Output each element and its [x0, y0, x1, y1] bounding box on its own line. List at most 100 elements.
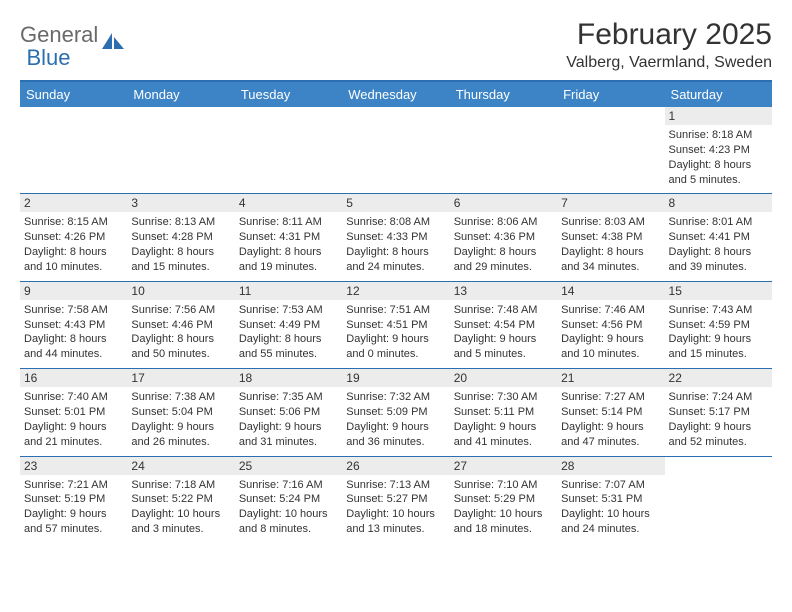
daylight-text: Daylight: 9 hours [669, 332, 768, 347]
day-details: Sunrise: 7:32 AMSunset: 5:09 PMDaylight:… [346, 390, 445, 449]
day-details: Sunrise: 7:16 AMSunset: 5:24 PMDaylight:… [239, 478, 338, 537]
sunrise-text: Sunrise: 8:03 AM [561, 215, 660, 230]
daylight-text: Daylight: 8 hours [131, 332, 230, 347]
day-cell: 1Sunrise: 8:18 AMSunset: 4:23 PMDaylight… [665, 107, 772, 193]
day-number: 23 [20, 457, 127, 475]
week-row: 23Sunrise: 7:21 AMSunset: 5:19 PMDayligh… [20, 456, 772, 543]
day-details: Sunrise: 7:51 AMSunset: 4:51 PMDaylight:… [346, 303, 445, 362]
sunrise-text: Sunrise: 7:38 AM [131, 390, 230, 405]
day-number: 5 [342, 194, 449, 212]
day-cell: 8Sunrise: 8:01 AMSunset: 4:41 PMDaylight… [665, 194, 772, 280]
week-row: 2Sunrise: 8:15 AMSunset: 4:26 PMDaylight… [20, 193, 772, 280]
day-number: 22 [665, 369, 772, 387]
day-header: Sunday [20, 82, 127, 107]
daylight-text: Daylight: 8 hours [346, 245, 445, 260]
day-details: Sunrise: 8:13 AMSunset: 4:28 PMDaylight:… [131, 215, 230, 274]
sunset-text: Sunset: 5:11 PM [454, 405, 553, 420]
daylight-text: Daylight: 8 hours [131, 245, 230, 260]
day-header: Monday [127, 82, 234, 107]
day-cell: 3Sunrise: 8:13 AMSunset: 4:28 PMDaylight… [127, 194, 234, 280]
sunrise-text: Sunrise: 7:58 AM [24, 303, 123, 318]
sunrise-text: Sunrise: 7:32 AM [346, 390, 445, 405]
day-cell: 19 Sunrise: 7:32 AMSunset: 5:09 PMDayligh… [342, 369, 449, 455]
day-cell: 21 Sunrise: 7:27 AMSunset: 5:14 PMDayligh… [557, 369, 664, 455]
day-details: Sunrise: 8:03 AMSunset: 4:38 PMDaylight:… [561, 215, 660, 274]
daylight-text: Daylight: 8 hours [669, 158, 768, 173]
day-cell: . [450, 107, 557, 193]
sunrise-text: Sunrise: 8:11 AM [239, 215, 338, 230]
daylight-text: and 10 minutes. [561, 347, 660, 362]
week-row: 16Sunrise: 7:40 AMSunset: 5:01 PMDayligh… [20, 368, 772, 455]
day-number: 21 [557, 369, 664, 387]
sunrise-text: Sunrise: 8:06 AM [454, 215, 553, 230]
daylight-text: and 52 minutes. [669, 435, 768, 450]
day-details: Sunrise: 7:18 AMSunset: 5:22 PMDaylight:… [131, 478, 230, 537]
daylight-text: Daylight: 9 hours [346, 420, 445, 435]
sunset-text: Sunset: 4:38 PM [561, 230, 660, 245]
daylight-text: and 34 minutes. [561, 260, 660, 275]
day-number: 27 [450, 457, 557, 475]
sunrise-text: Sunrise: 7:40 AM [24, 390, 123, 405]
sunrise-text: Sunrise: 7:35 AM [239, 390, 338, 405]
day-cell: 17Sunrise: 7:38 AMSunset: 5:04 PMDayligh… [127, 369, 234, 455]
sunrise-text: Sunrise: 7:07 AM [561, 478, 660, 493]
sunset-text: Sunset: 4:23 PM [669, 143, 768, 158]
day-cell: 25Sunrise: 7:16 AMSunset: 5:24 PMDayligh… [235, 457, 342, 543]
day-number: 20 [450, 369, 557, 387]
day-header: Wednesday [342, 82, 449, 107]
sunset-text: Sunset: 4:59 PM [669, 318, 768, 333]
location-subtitle: Valberg, Vaermland, Sweden [566, 54, 772, 72]
sunset-text: Sunset: 4:43 PM [24, 318, 123, 333]
day-details: Sunrise: 7:07 AMSunset: 5:31 PMDaylight:… [561, 478, 660, 537]
day-cell: . [665, 457, 772, 543]
day-cell: 9Sunrise: 7:58 AMSunset: 4:43 PMDaylight… [20, 282, 127, 368]
page-title: February 2025 [566, 18, 772, 52]
day-number: 10 [127, 282, 234, 300]
day-number: 4 [235, 194, 342, 212]
day-details: Sunrise: 7:58 AMSunset: 4:43 PMDaylight:… [24, 303, 123, 362]
sunset-text: Sunset: 4:33 PM [346, 230, 445, 245]
sunset-text: Sunset: 5:29 PM [454, 492, 553, 507]
daylight-text: and 3 minutes. [131, 522, 230, 537]
day-number: 7 [557, 194, 664, 212]
sunrise-text: Sunrise: 7:13 AM [346, 478, 445, 493]
day-cell: 5Sunrise: 8:08 AMSunset: 4:33 PMDaylight… [342, 194, 449, 280]
day-header: Saturday [665, 82, 772, 107]
day-cell: 20Sunrise: 7:30 AMSunset: 5:11 PMDayligh… [450, 369, 557, 455]
sunset-text: Sunset: 4:49 PM [239, 318, 338, 333]
sunrise-text: Sunrise: 7:43 AM [669, 303, 768, 318]
daylight-text: Daylight: 9 hours [561, 420, 660, 435]
day-header: Thursday [450, 82, 557, 107]
sunset-text: Sunset: 4:41 PM [669, 230, 768, 245]
sunrise-text: Sunrise: 7:53 AM [239, 303, 338, 318]
sunset-text: Sunset: 4:51 PM [346, 318, 445, 333]
daylight-text: Daylight: 9 hours [24, 420, 123, 435]
sunset-text: Sunset: 5:14 PM [561, 405, 660, 420]
day-details: Sunrise: 7:27 AMSunset: 5:14 PMDaylight:… [561, 390, 660, 449]
daylight-text: Daylight: 8 hours [454, 245, 553, 260]
day-number: 14 [557, 282, 664, 300]
day-cell: 26Sunrise: 7:13 AMSunset: 5:27 PMDayligh… [342, 457, 449, 543]
sunset-text: Sunset: 5:09 PM [346, 405, 445, 420]
daylight-text: Daylight: 9 hours [131, 420, 230, 435]
sunrise-text: Sunrise: 7:56 AM [131, 303, 230, 318]
daylight-text: Daylight: 8 hours [239, 245, 338, 260]
daylight-text: Daylight: 9 hours [346, 332, 445, 347]
day-number: 19 [342, 369, 449, 387]
daylight-text: Daylight: 9 hours [561, 332, 660, 347]
day-cell: 23Sunrise: 7:21 AMSunset: 5:19 PMDayligh… [20, 457, 127, 543]
day-number: 13 [450, 282, 557, 300]
sunset-text: Sunset: 4:46 PM [131, 318, 230, 333]
daylight-text: Daylight: 8 hours [561, 245, 660, 260]
daylight-text: Daylight: 9 hours [454, 332, 553, 347]
day-number: 12 [342, 282, 449, 300]
day-cell: 7 Sunrise: 8:03 AMSunset: 4:38 PMDaylight… [557, 194, 664, 280]
day-details: Sunrise: 8:18 AMSunset: 4:23 PMDaylight:… [669, 128, 768, 187]
day-header-row: Sunday Monday Tuesday Wednesday Thursday… [20, 82, 772, 107]
daylight-text: and 13 minutes. [346, 522, 445, 537]
sunset-text: Sunset: 4:54 PM [454, 318, 553, 333]
day-details: Sunrise: 7:43 AMSunset: 4:59 PMDaylight:… [669, 303, 768, 362]
day-cell: 14Sunrise: 7:46 AMSunset: 4:56 PMDayligh… [557, 282, 664, 368]
day-cell: 11Sunrise: 7:53 AMSunset: 4:49 PMDayligh… [235, 282, 342, 368]
day-cell: . [235, 107, 342, 193]
